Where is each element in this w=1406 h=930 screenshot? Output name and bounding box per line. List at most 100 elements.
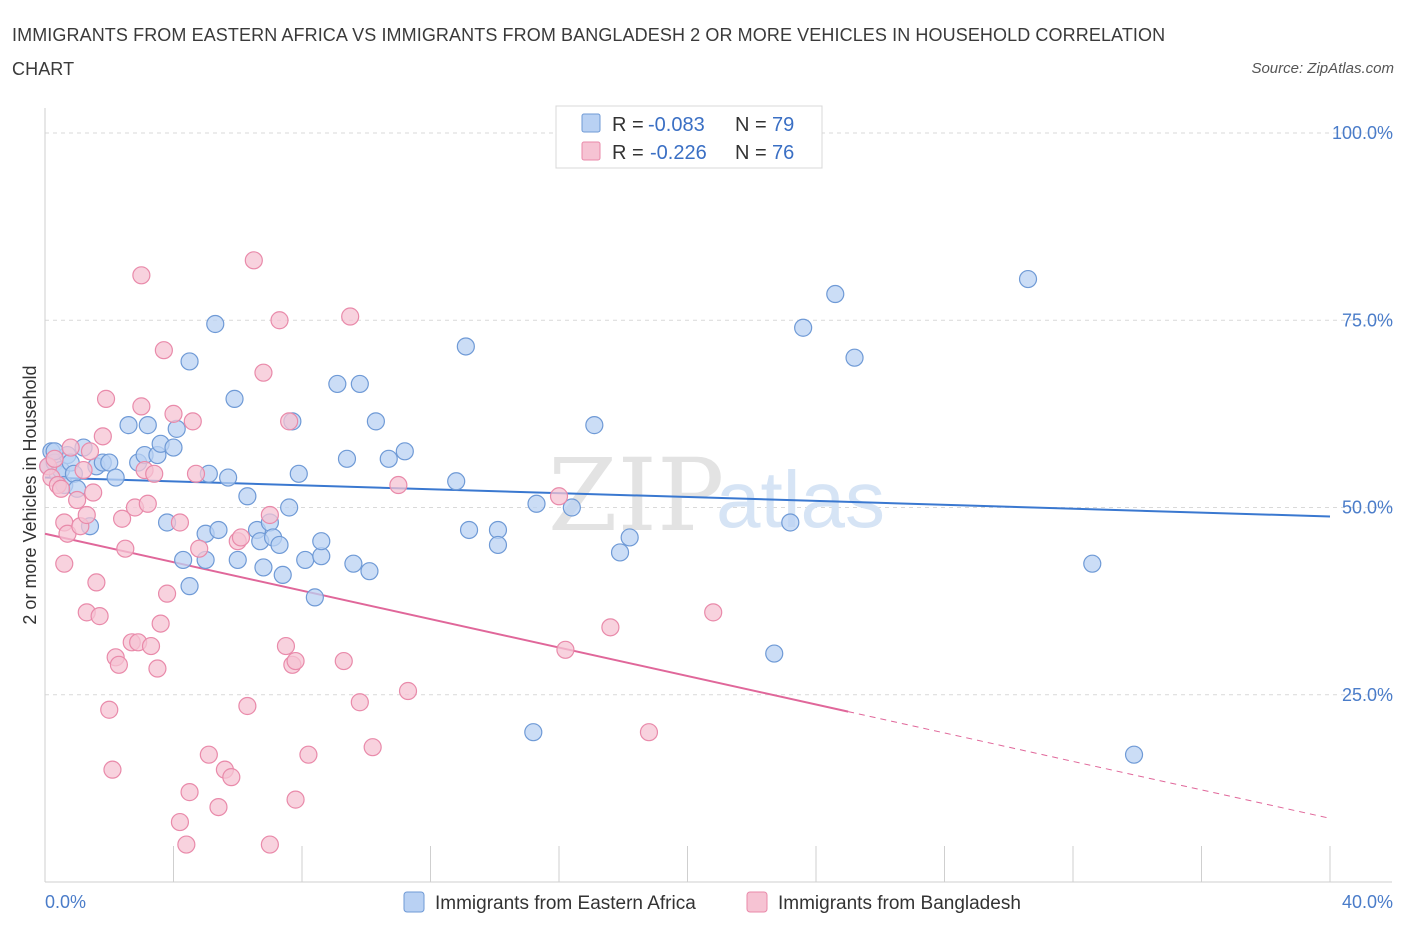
point-pink-22 — [109, 655, 128, 674]
point-blue-33 — [219, 468, 238, 487]
point-blue-47 — [296, 550, 315, 570]
point-pink-18 — [96, 389, 116, 408]
point-blue-46 — [289, 464, 308, 483]
point-pink-69 — [398, 681, 418, 701]
point-pink-9 — [68, 490, 87, 510]
legend-r-label-1: R = — [612, 114, 644, 136]
point-blue-31 — [206, 314, 225, 334]
legend-r-label-2: R = — [612, 142, 644, 164]
point-blue-65 — [527, 494, 546, 513]
point-blue-43 — [273, 565, 292, 585]
point-pink-23 — [112, 509, 132, 528]
point-pink-56 — [260, 835, 279, 854]
point-blue-52 — [337, 449, 357, 468]
point-pink-52 — [238, 696, 257, 716]
point-blue-56 — [366, 412, 385, 431]
point-pink-75 — [77, 505, 96, 525]
point-pink-53 — [244, 251, 263, 270]
y-tick-label-0: 25.0% — [1342, 685, 1393, 705]
bottom-legend-label-2: Immigrants from Bangladesh — [778, 893, 1021, 914]
bottom-legend-swatch-pink — [746, 891, 768, 913]
point-blue-58 — [395, 442, 414, 461]
point-pink-73 — [639, 723, 659, 742]
point-pink-33 — [145, 464, 164, 483]
point-pink-14 — [84, 483, 103, 502]
point-pink-59 — [280, 412, 299, 431]
legend-r-value-2: -0.226 — [650, 142, 707, 164]
point-pink-2 — [45, 449, 64, 468]
point-blue-69 — [620, 528, 639, 547]
point-pink-42 — [180, 783, 199, 802]
point-blue-74 — [845, 348, 864, 367]
point-blue-19 — [138, 416, 157, 435]
point-blue-66 — [562, 498, 581, 517]
point-blue-35 — [228, 550, 247, 570]
axes — [44, 108, 1392, 883]
point-blue-42 — [270, 535, 289, 555]
point-pink-65 — [341, 307, 360, 326]
stats-legend: R = -0.083 N = 79 R = -0.226 N = 76 — [555, 105, 823, 169]
point-blue-73 — [826, 284, 845, 304]
point-pink-15 — [87, 573, 106, 592]
point-pink-37 — [157, 584, 177, 603]
point-pink-61 — [286, 651, 305, 671]
point-pink-44 — [186, 464, 206, 483]
point-blue-76 — [1083, 554, 1102, 573]
point-blue-48 — [305, 588, 324, 607]
point-blue-15 — [106, 468, 125, 487]
point-blue-36 — [238, 487, 257, 506]
point-blue-23 — [164, 438, 183, 457]
point-pink-40 — [170, 812, 190, 832]
point-blue-51 — [328, 374, 347, 394]
point-pink-46 — [199, 745, 218, 764]
point-pink-28 — [132, 266, 151, 285]
point-pink-64 — [334, 651, 353, 671]
point-blue-50 — [312, 532, 331, 551]
point-pink-47 — [209, 797, 228, 817]
legend-n-value-1: 79 — [772, 114, 794, 136]
source-label: Source: ZipAtlas.com — [1251, 60, 1394, 77]
point-pink-11 — [74, 460, 93, 480]
point-pink-57 — [270, 311, 289, 330]
point-pink-20 — [103, 760, 122, 779]
point-pink-24 — [116, 539, 135, 558]
point-blue-67 — [585, 416, 604, 435]
point-pink-67 — [363, 738, 382, 757]
data-points — [39, 251, 1144, 854]
y-tick-label-3: 100.0% — [1332, 123, 1393, 143]
point-blue-27 — [180, 352, 199, 371]
point-pink-4 — [51, 479, 71, 498]
point-pink-66 — [350, 693, 369, 712]
trendline-pink-extrapolated — [848, 711, 1331, 819]
point-pink-13 — [80, 442, 100, 461]
point-pink-17 — [93, 427, 112, 446]
point-blue-60 — [456, 337, 475, 356]
point-pink-34 — [148, 659, 167, 678]
point-pink-39 — [170, 513, 190, 532]
chart-title: IMMIGRANTS FROM EASTERN AFRICA VS IMMIGR… — [12, 25, 1166, 79]
bottom-legend-label-1: Immigrants from Eastern Africa — [435, 893, 696, 914]
point-pink-49 — [222, 768, 241, 787]
point-pink-63 — [299, 745, 318, 764]
y-tick-label-1: 50.0% — [1342, 498, 1393, 518]
point-blue-34 — [225, 389, 244, 408]
point-blue-75 — [1018, 269, 1038, 289]
point-blue-59 — [447, 472, 466, 491]
point-blue-44 — [280, 498, 299, 517]
point-blue-39 — [254, 558, 273, 577]
bottom-legend-swatch-blue — [403, 891, 425, 913]
watermark: ZIP atlas — [548, 437, 885, 554]
legend-r-value-1: -0.083 — [648, 114, 705, 136]
point-pink-62 — [286, 790, 305, 809]
x-tick-label-1: 40.0% — [1342, 892, 1393, 912]
point-pink-45 — [190, 539, 209, 558]
point-pink-8 — [61, 438, 80, 457]
point-pink-71 — [556, 640, 575, 659]
point-pink-31 — [138, 494, 157, 513]
point-blue-68 — [610, 543, 630, 562]
point-blue-53 — [344, 554, 363, 573]
point-pink-51 — [231, 528, 251, 547]
point-blue-26 — [180, 577, 199, 596]
point-pink-36 — [154, 341, 173, 360]
